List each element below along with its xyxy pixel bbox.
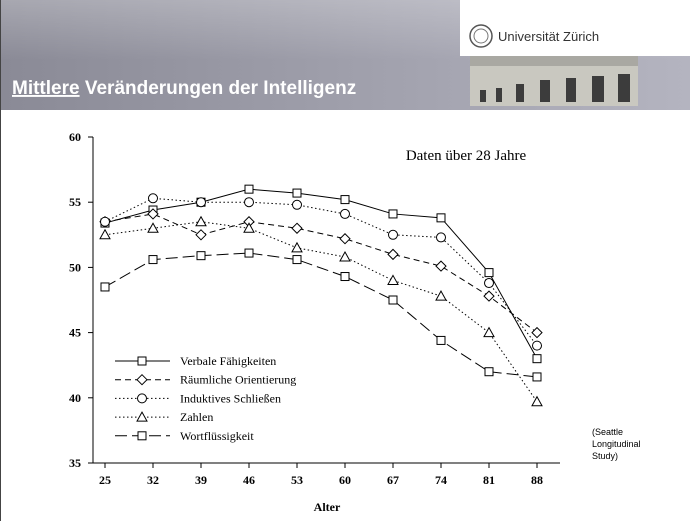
x-tick-label: 88	[531, 473, 543, 487]
marker	[437, 336, 445, 344]
marker	[101, 217, 110, 226]
marker	[533, 341, 542, 350]
marker	[532, 397, 542, 406]
x-tick-label: 81	[483, 473, 495, 487]
title-underlined: Mittlere	[12, 78, 80, 99]
marker	[436, 261, 446, 271]
y-tick-label: 50	[69, 260, 81, 274]
marker	[244, 223, 254, 232]
marker	[292, 243, 302, 252]
marker	[293, 189, 301, 197]
marker	[389, 210, 397, 218]
note: (Seattle	[592, 427, 623, 437]
marker	[245, 249, 253, 257]
title-rest: Veränderungen der Intelligenz	[85, 78, 356, 99]
legend-label: Verbale Fähigkeiten	[180, 354, 276, 368]
building-image	[470, 56, 638, 106]
series-line	[105, 253, 537, 377]
marker	[148, 223, 158, 232]
series-line	[105, 189, 537, 359]
marker	[533, 373, 541, 381]
x-tick-label: 53	[291, 473, 303, 487]
y-tick-label: 40	[69, 391, 81, 405]
marker	[149, 194, 158, 203]
legend-label: Wortflüssigkeit	[180, 429, 254, 443]
x-tick-label: 74	[435, 473, 447, 487]
legend-label: Räumliche Orientierung	[180, 373, 296, 387]
marker	[245, 198, 254, 207]
marker	[101, 283, 109, 291]
x-tick-label: 39	[195, 473, 207, 487]
y-tick-label: 35	[69, 456, 81, 470]
annotation: Daten über 28 Jahre	[406, 148, 527, 164]
marker	[197, 252, 205, 260]
y-tick-label: 55	[69, 195, 81, 209]
x-tick-label: 46	[243, 473, 255, 487]
marker	[437, 214, 445, 222]
marker	[389, 230, 398, 239]
marker	[292, 223, 302, 233]
marker	[341, 196, 349, 204]
legend-marker	[138, 357, 146, 365]
marker	[485, 279, 494, 288]
marker	[389, 296, 397, 304]
legend-marker	[137, 375, 147, 385]
x-axis-label: Alter	[314, 500, 341, 514]
legend-marker	[138, 432, 146, 440]
logo-text: Universität Zürich	[498, 29, 599, 44]
marker	[437, 233, 446, 242]
marker	[293, 256, 301, 264]
marker	[340, 234, 350, 244]
marker	[196, 230, 206, 240]
slide: Universität Zürich Mittlere Veränderunge…	[0, 0, 690, 521]
marker	[100, 230, 110, 239]
x-tick-label: 32	[147, 473, 159, 487]
x-tick-label: 67	[387, 473, 399, 487]
marker	[436, 291, 446, 300]
marker	[293, 200, 302, 209]
logo-box	[460, 0, 690, 56]
legend-label: Zahlen	[180, 410, 213, 424]
series-line	[105, 214, 537, 333]
legend-marker	[138, 394, 147, 403]
y-tick-label: 60	[69, 130, 81, 144]
marker	[245, 185, 253, 193]
marker	[532, 328, 542, 338]
series-line	[105, 198, 537, 345]
marker	[485, 269, 493, 277]
marker	[484, 328, 494, 337]
marker	[197, 198, 206, 207]
series-line	[105, 222, 537, 402]
x-tick-label: 60	[339, 473, 351, 487]
slide-title: Mittlere Veränderungen der Intelligenz	[12, 78, 356, 99]
note: Longitudinal	[592, 439, 641, 449]
legend-label: Induktives Schließen	[180, 391, 281, 405]
marker	[388, 275, 398, 284]
marker	[485, 368, 493, 376]
y-tick-label: 45	[69, 326, 81, 340]
legend-marker	[137, 412, 147, 421]
marker	[341, 273, 349, 281]
marker	[533, 355, 541, 363]
marker	[340, 252, 350, 261]
note: Study)	[592, 451, 618, 461]
x-tick-label: 25	[99, 473, 111, 487]
marker	[149, 256, 157, 264]
marker	[196, 217, 206, 226]
marker	[388, 249, 398, 259]
marker	[341, 209, 350, 218]
marker	[484, 291, 494, 301]
